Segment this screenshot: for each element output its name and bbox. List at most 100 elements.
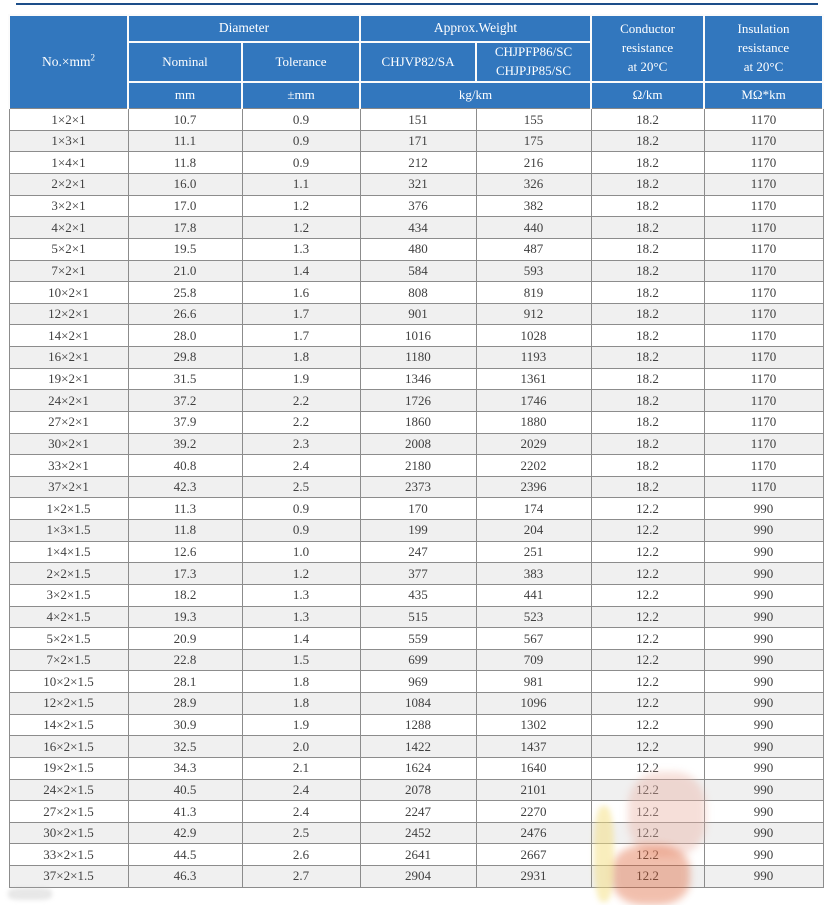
weight-chjvp82-sa-cell: 1726 [359,389,477,412]
insulation-resistance-cell: 1170 [703,410,824,434]
weight-chjvp82-sa-cell: 2247 [359,800,477,823]
insulation-resistance-cell: 1170 [703,346,824,369]
row-label-cell: 4×2×1 [8,216,129,239]
weight-chjpfp86-chjpjp85-cell: 487 [475,237,592,261]
table-row: 14×2×1.5 30.9 1.9 1288 1302 12.2 990 [8,713,824,737]
weight-chjpfp86-chjpjp85-cell: 2396 [475,475,592,499]
row-label-cell: 16×2×1 [8,346,129,369]
nominal-diameter-cell: 19.3 [127,605,243,629]
insulation-resistance-cell: 1170 [703,151,824,175]
weight-chjpfp86-chjpjp85-cell: 175 [475,129,592,153]
insulation-resistance-cell: 990 [703,627,824,650]
row-label-cell: 2×2×1.5 [8,562,129,585]
weight-chjvp82-sa-cell: 2373 [359,475,477,499]
conductor-resistance-cell: 18.2 [590,454,705,477]
weight-chjvp82-sa-cell: 515 [359,605,477,629]
col-header-conductor-resistance: Conductor resistance at 20°C [590,14,706,83]
weight-chjpfp86-chjpjp85-cell: 440 [475,216,592,239]
nominal-diameter-cell: 18.2 [127,583,243,607]
tolerance-cell: 1.5 [241,648,361,672]
row-label-cell: 24×2×1 [8,389,129,412]
nominal-diameter-cell: 11.8 [127,519,243,542]
weight-chjpfp86-chjpjp85-cell: 2931 [475,865,592,888]
table-row: 1×2×1 10.7 0.9 151 155 18.2 1170 [8,108,824,131]
table-row: 33×2×1.5 44.5 2.6 2641 2667 12.2 990 [8,843,824,867]
nominal-diameter-cell: 26.6 [127,302,243,326]
tolerance-cell: 1.8 [241,692,361,715]
col-header-chjpfp86-chjpjp85: CHJPFP86/SC CHJPJP85/SC [475,41,593,83]
weight-chjpfp86-chjpjp85-cell: 441 [475,583,592,607]
nominal-diameter-cell: 19.5 [127,237,243,261]
conductor-resistance-cell: 18.2 [590,108,705,131]
insulation-resistance-cell: 990 [703,605,824,629]
nominal-diameter-cell: 17.3 [127,562,243,585]
table-row: 5×2×1 19.5 1.3 480 487 18.2 1170 [8,237,824,261]
conductor-resistance-cell: 18.2 [590,432,705,456]
tolerance-cell: 1.1 [241,173,361,196]
col-header-nominal: Nominal [127,41,243,83]
tolerance-cell: 2.0 [241,735,361,758]
row-label-cell: 7×2×1 [8,259,129,283]
table-row: 2×2×1 16.0 1.1 321 326 18.2 1170 [8,173,824,196]
conductor-resistance-cell: 18.2 [590,216,705,239]
weight-chjpfp86-chjpjp85-cell: 382 [475,194,592,218]
row-label-cell: 1×4×1 [8,151,129,175]
table-row: 30×2×1 39.2 2.3 2008 2029 18.2 1170 [8,432,824,456]
row-label-cell: 12×2×1.5 [8,692,129,715]
tolerance-cell: 1.3 [241,237,361,261]
weight-chjpfp86-chjpjp85-cell: 2667 [475,843,592,867]
conductor-resistance-cell: 12.2 [590,627,705,650]
tolerance-cell: 1.2 [241,194,361,218]
row-label-cell: 30×2×1.5 [8,821,129,845]
nominal-diameter-cell: 21.0 [127,259,243,283]
weight-chjvp82-sa-cell: 901 [359,302,477,326]
conductor-header-line: at 20°C [627,58,668,74]
table-row: 33×2×1 40.8 2.4 2180 2202 18.2 1170 [8,454,824,477]
tolerance-cell: 1.7 [241,324,361,348]
insulation-resistance-cell: 990 [703,865,824,888]
tolerance-cell: 2.7 [241,865,361,888]
col-header-insulation-resistance: Insulation resistance at 20°C [703,14,825,83]
insulation-resistance-cell: 990 [703,843,824,867]
weight-chjpfp86-chjpjp85-cell: 2101 [475,778,592,802]
top-divider-rule [16,3,818,5]
nominal-diameter-cell: 20.9 [127,627,243,650]
tolerance-cell: 2.3 [241,432,361,456]
insulation-resistance-cell: 1170 [703,281,824,304]
insulation-resistance-cell: 1170 [703,194,824,218]
row-label-cell: 7×2×1.5 [8,648,129,672]
insulation-resistance-cell: 990 [703,821,824,845]
conductor-resistance-cell: 12.2 [590,519,705,542]
conductor-resistance-cell: 12.2 [590,562,705,585]
tolerance-cell: 1.3 [241,583,361,607]
nominal-diameter-cell: 39.2 [127,432,243,456]
insulation-resistance-cell: 1170 [703,324,824,348]
weight-chjvp82-sa-cell: 1084 [359,692,477,715]
weight-chjpfp86-chjpjp85-cell: 567 [475,627,592,650]
nominal-diameter-cell: 17.0 [127,194,243,218]
row-label-cell: 10×2×1 [8,281,129,304]
weight-chjvp82-sa-cell: 559 [359,627,477,650]
unit-mm: mm [127,80,243,110]
nominal-diameter-cell: 29.8 [127,346,243,369]
insulation-resistance-cell: 990 [703,540,824,564]
weight-chjpfp86-chjpjp85-cell: 204 [475,519,592,542]
tolerance-cell: 1.2 [241,216,361,239]
table-row: 3×2×1.5 18.2 1.3 435 441 12.2 990 [8,583,824,607]
conductor-resistance-cell: 18.2 [590,367,705,391]
tolerance-cell: 2.2 [241,389,361,412]
weight-chjvp82-sa-cell: 699 [359,648,477,672]
conductor-resistance-cell: 18.2 [590,302,705,326]
weight-chjpfp86-chjpjp85-cell: 1302 [475,713,592,737]
conductor-resistance-cell: 12.2 [590,497,705,521]
insulation-resistance-cell: 990 [703,756,824,780]
insulation-resistance-cell: 1170 [703,302,824,326]
tolerance-cell: 1.0 [241,540,361,564]
row-label-cell: 33×2×1.5 [8,843,129,867]
insulation-header-line: at 20°C [743,58,784,74]
table-row: 27×2×1 37.9 2.2 1860 1880 18.2 1170 [8,410,824,434]
row-label-cell: 1×2×1.5 [8,497,129,521]
row-label-cell: 1×3×1.5 [8,519,129,542]
row-label-cell: 24×2×1.5 [8,778,129,802]
weight-chjvp82-sa-cell: 1346 [359,367,477,391]
